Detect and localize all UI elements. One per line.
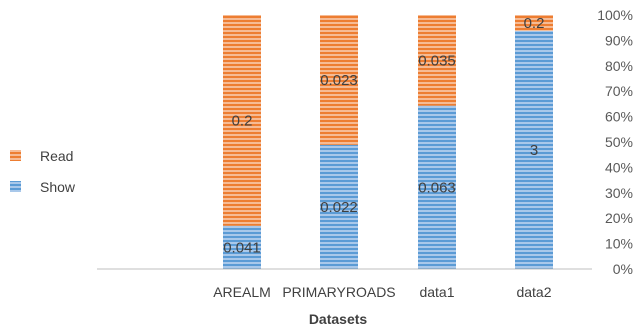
bar-read-arealm: [223, 15, 261, 226]
x-axis-title: Datasets: [309, 311, 368, 327]
y-tick-label: 100%: [597, 7, 633, 23]
x-category-label: data2: [516, 284, 551, 300]
y-tick-label: 20%: [605, 210, 633, 226]
bar-show-arealm: [223, 225, 261, 269]
data-label-show-arealm: 0.041: [223, 239, 261, 256]
bar-read-data1: [418, 15, 456, 106]
data-label-show-data2: 3: [530, 142, 538, 159]
y-tick-label: 10%: [605, 236, 633, 252]
legend: Read Show: [10, 148, 76, 195]
y-tick-label: 40%: [605, 159, 633, 175]
x-category-label: AREALM: [213, 284, 271, 300]
data-label-show-primaryroads: 0.022: [320, 199, 358, 216]
data-label-read-primaryroads: 0.023: [320, 72, 358, 89]
data-label-read-data1: 0.035: [418, 52, 456, 69]
legend-item-read: Read: [10, 148, 73, 164]
y-tick-label: 70%: [605, 83, 633, 99]
bar-read-primaryroads: [320, 15, 358, 145]
y-tick-label: 60%: [605, 109, 633, 125]
y-tick-label: 0%: [613, 261, 633, 277]
y-axis-ticks: 0% 10% 20% 30% 40% 50% 60% 70% 80% 90% 100%: [597, 7, 633, 277]
legend-item-show: Show: [10, 179, 76, 195]
legend-label-show: Show: [40, 179, 76, 195]
bar-show-data2: [515, 30, 553, 269]
x-category-label: PRIMARYROADS: [282, 284, 395, 300]
y-tick-label: 80%: [605, 58, 633, 74]
bar-show-data1: [418, 105, 456, 269]
y-tick-label: 30%: [605, 185, 633, 201]
data-label-show-data1: 0.063: [418, 179, 456, 196]
y-tick-label: 50%: [605, 134, 633, 150]
bar-show-primaryroads: [320, 144, 358, 269]
bar-read-data2: [515, 15, 553, 31]
data-labels-layer: 0.041 0.2 0.022 0.023 0.063 0.035 3 0.2: [223, 15, 544, 256]
legend-label-read: Read: [40, 148, 73, 164]
x-axis-categories: AREALM PRIMARYROADS data1 data2: [213, 284, 552, 300]
x-category-label: data1: [419, 284, 454, 300]
legend-swatch-show: [10, 181, 21, 192]
legend-swatch-read: [10, 150, 21, 161]
y-tick-label: 90%: [605, 32, 633, 48]
data-label-read-arealm: 0.2: [232, 112, 253, 129]
data-label-read-data2: 0.2: [524, 15, 545, 32]
bars-layer: [223, 15, 553, 269]
